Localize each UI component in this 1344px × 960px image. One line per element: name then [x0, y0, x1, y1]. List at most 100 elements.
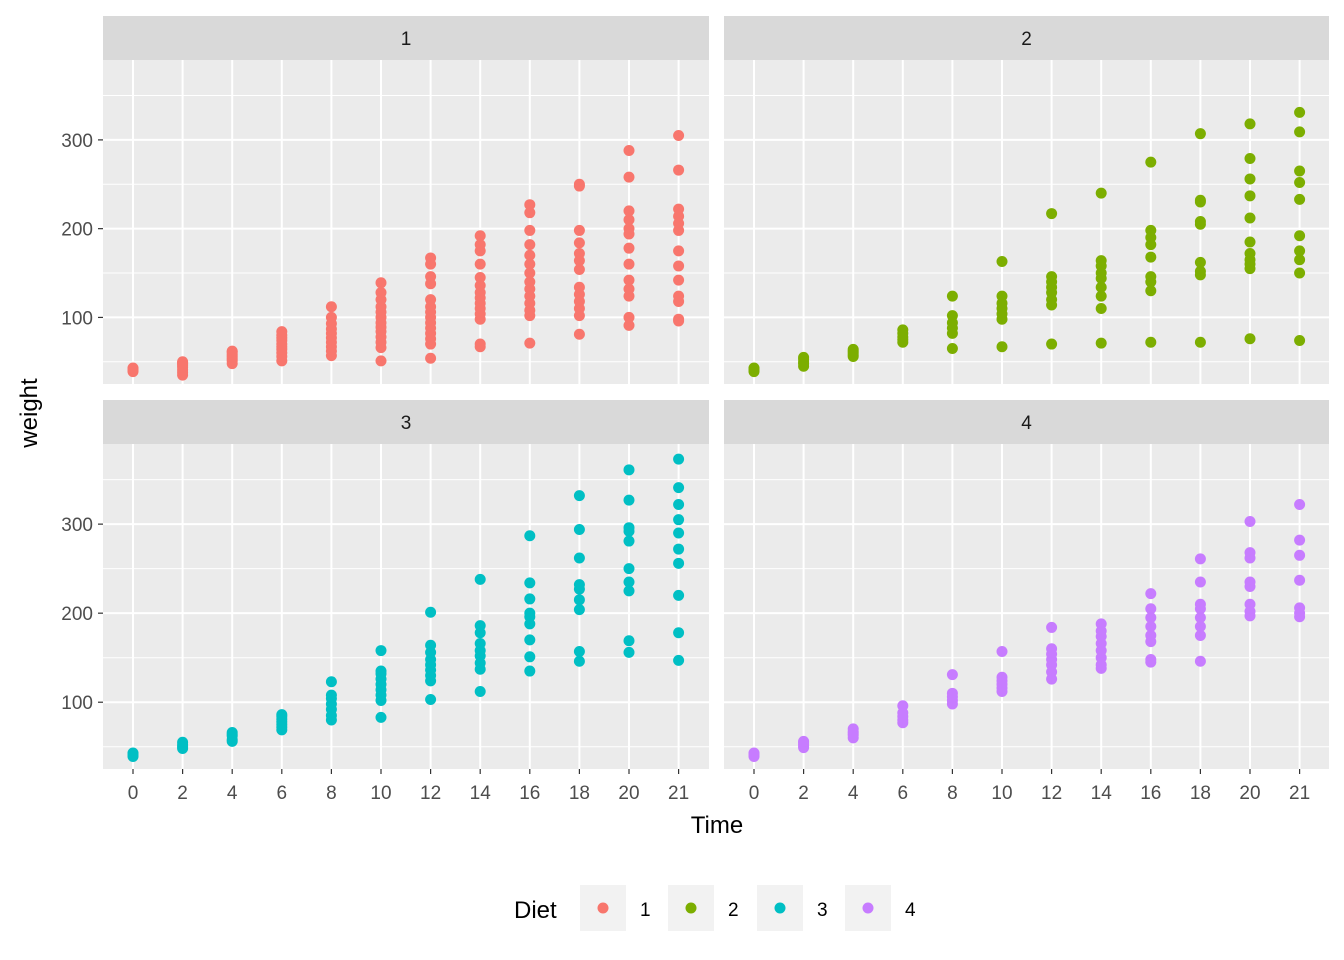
data-point: [847, 343, 859, 355]
data-point: [996, 256, 1008, 268]
x-axis-title: Time: [691, 812, 743, 839]
data-point: [1294, 549, 1306, 561]
x-tick-label: 10: [370, 783, 391, 804]
data-point: [1194, 256, 1206, 268]
facet-strip-label: 4: [1021, 413, 1032, 434]
data-point: [673, 527, 685, 539]
data-point: [1194, 216, 1206, 228]
data-point: [1145, 653, 1157, 665]
x-tick-label: 21: [668, 783, 689, 804]
legend-title: Diet: [514, 897, 557, 924]
x-tick-label: 12: [1041, 783, 1062, 804]
data-point: [1095, 187, 1107, 199]
data-point: [1095, 303, 1107, 315]
data-point: [996, 290, 1008, 302]
x-tick-label: 16: [519, 783, 540, 804]
data-point: [1194, 553, 1206, 565]
data-point: [798, 735, 810, 747]
data-point: [1145, 629, 1157, 641]
data-point: [623, 283, 635, 295]
data-point: [524, 577, 536, 589]
x-tick-label: 0: [749, 783, 760, 804]
data-point: [524, 337, 536, 349]
data-point: [524, 530, 536, 542]
data-point: [1194, 598, 1206, 610]
data-point: [673, 164, 685, 176]
data-point: [623, 635, 635, 647]
facet-strip: [103, 400, 709, 444]
y-tick-label: 200: [61, 220, 93, 241]
panel-background: [724, 444, 1329, 769]
data-point: [623, 274, 635, 286]
data-point: [623, 171, 635, 183]
data-point: [276, 709, 288, 721]
data-point: [1244, 236, 1256, 248]
data-point: [946, 290, 958, 302]
data-point: [1294, 176, 1306, 188]
data-point: [425, 352, 437, 364]
data-point: [1095, 255, 1107, 267]
data-point: [573, 490, 585, 502]
data-point: [474, 271, 486, 283]
data-point: [673, 129, 685, 141]
data-point: [425, 252, 437, 264]
x-tick-label: 10: [991, 783, 1012, 804]
data-point: [375, 645, 387, 657]
data-point: [1244, 547, 1256, 559]
data-point: [474, 338, 486, 350]
legend-key-point: [597, 902, 609, 914]
data-point: [524, 207, 536, 219]
data-point: [425, 606, 437, 618]
legend-key-point: [774, 902, 786, 914]
legend-label: 4: [905, 900, 916, 921]
legend-entry-4: 4: [845, 885, 916, 931]
x-tick-label: 2: [177, 783, 188, 804]
data-point: [1294, 499, 1306, 511]
data-point: [1194, 194, 1206, 206]
data-point: [524, 651, 536, 663]
data-point: [1244, 212, 1256, 224]
data-point: [524, 249, 536, 261]
data-point: [524, 199, 536, 211]
x-tick-label: 6: [898, 783, 909, 804]
data-point: [524, 665, 536, 677]
data-point: [673, 274, 685, 286]
legend: 1 2 3 4: [580, 885, 916, 931]
y-tick-label: 100: [61, 693, 93, 714]
data-point: [847, 723, 859, 735]
data-point: [524, 276, 536, 288]
data-point: [573, 224, 585, 236]
data-point: [1046, 208, 1058, 220]
facet-panel-2: 2: [724, 16, 1329, 384]
facet-strip: [103, 16, 709, 60]
data-point: [573, 604, 585, 616]
data-point: [1145, 603, 1157, 615]
data-point: [1294, 254, 1306, 266]
panel-background: [724, 60, 1329, 384]
data-point: [673, 589, 685, 601]
data-point: [1194, 128, 1206, 140]
data-point: [1095, 618, 1107, 630]
data-point: [573, 248, 585, 260]
data-point: [325, 689, 337, 701]
data-point: [996, 671, 1008, 683]
panel-background: [103, 60, 709, 384]
data-point: [1095, 337, 1107, 349]
data-point: [1244, 515, 1256, 527]
data-point: [1145, 156, 1157, 168]
data-point: [1244, 333, 1256, 345]
data-point: [946, 342, 958, 354]
data-point: [1294, 574, 1306, 586]
data-point: [573, 645, 585, 657]
data-point: [127, 747, 139, 759]
data-point: [1145, 588, 1157, 600]
data-point: [474, 258, 486, 270]
data-point: [946, 669, 958, 681]
data-point: [1294, 193, 1306, 205]
x-tick-label: 6: [277, 783, 288, 804]
data-point: [623, 464, 635, 476]
data-point: [1095, 290, 1107, 302]
x-tick-label: 12: [420, 783, 441, 804]
facet-strip: [724, 400, 1329, 444]
